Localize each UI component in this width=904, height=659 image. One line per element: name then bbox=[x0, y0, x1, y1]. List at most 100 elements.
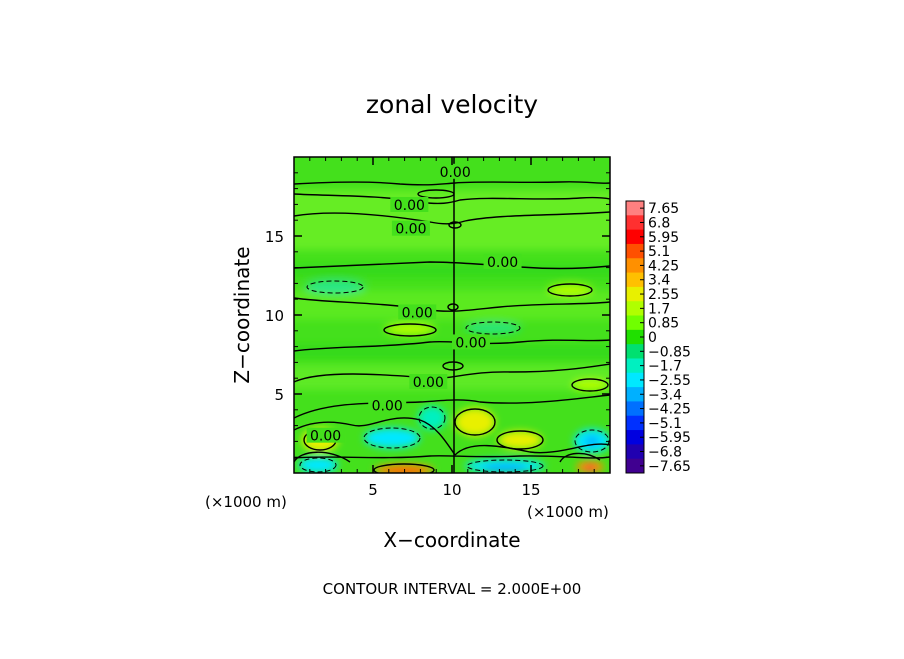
colorbar-label: −5.1 bbox=[648, 416, 682, 432]
colorbar-label: −1.7 bbox=[648, 359, 682, 375]
colorbar-label: −5.95 bbox=[648, 430, 691, 446]
negative-contour-6 bbox=[466, 459, 544, 473]
contour-line-7 bbox=[294, 363, 610, 383]
yellow-blob-right bbox=[498, 431, 542, 449]
contour-line-8 bbox=[294, 394, 610, 419]
y-axis-label: Z−coordinate bbox=[230, 246, 254, 383]
contour-label-bg bbox=[483, 253, 522, 269]
y-tick-labels: 5 10 15 bbox=[265, 228, 284, 404]
contour-line-12 bbox=[294, 451, 351, 463]
contour-line-10 bbox=[454, 443, 610, 456]
colorbar-label: −6.8 bbox=[648, 445, 682, 461]
contour-label: 0.00 bbox=[413, 375, 444, 391]
contour-label: 0.00 bbox=[440, 165, 471, 181]
chart-title: zonal velocity bbox=[366, 90, 538, 119]
contour-line-9 bbox=[294, 417, 456, 456]
contour-label-bg bbox=[306, 427, 345, 443]
contour-loop-10 bbox=[547, 283, 593, 297]
blue-blob-right bbox=[585, 436, 599, 446]
contour-label: 0.00 bbox=[402, 305, 433, 321]
colorbar-label: 7.65 bbox=[648, 201, 679, 217]
colorbar-label: −2.55 bbox=[648, 373, 691, 389]
colorbar-label: 4.25 bbox=[648, 258, 679, 274]
contour-label: 0.00 bbox=[310, 429, 341, 445]
major-ticks bbox=[294, 157, 610, 473]
x-tick-label: 10 bbox=[442, 481, 461, 499]
colorbar-label: 5.1 bbox=[648, 244, 670, 260]
contour-line-1 bbox=[294, 181, 610, 186]
colorbar-swatch bbox=[626, 229, 644, 245]
colorbar-label: 0 bbox=[648, 330, 657, 346]
colorbar-swatch bbox=[626, 387, 644, 402]
colorbar-swatch bbox=[626, 430, 644, 445]
x-unit-right: (×1000 m) bbox=[527, 503, 609, 521]
yellow-blob-upper-right bbox=[548, 284, 592, 296]
plot-area: 0.00 0.00 0.00 0.00 0.00 0.00 0.00 0.00 0.00 bbox=[294, 157, 610, 473]
colorbar-swatch bbox=[626, 243, 644, 259]
contour-label: 0.00 bbox=[394, 198, 425, 214]
contour-label: 0.00 bbox=[487, 255, 518, 271]
x-axis-label: X−coordinate bbox=[383, 528, 520, 552]
contour-loop-3 bbox=[447, 303, 459, 311]
contour-line-11 bbox=[294, 455, 610, 459]
contour-loop-6 bbox=[454, 408, 496, 436]
cyan-blob-center bbox=[465, 322, 521, 334]
contour-loop-2 bbox=[448, 221, 462, 229]
colorbar-swatch bbox=[626, 415, 644, 431]
negative-contour-2 bbox=[465, 321, 521, 335]
colorbar-swatch bbox=[626, 329, 644, 345]
contour-loop-4 bbox=[442, 361, 464, 371]
contour-label-bg bbox=[409, 373, 448, 389]
blue-blob-bottom-mid bbox=[483, 464, 527, 472]
colorbar-label: −3.4 bbox=[648, 387, 682, 403]
cyan-blob-bottom-left bbox=[298, 457, 338, 473]
contour-line-2 bbox=[294, 193, 610, 205]
contour-line-4 bbox=[294, 261, 610, 270]
x-unit-left: (×1000 m) bbox=[205, 493, 287, 511]
colorbar bbox=[625, 200, 645, 474]
contour-label-bg bbox=[398, 304, 437, 320]
colorbar-label: −7.65 bbox=[648, 459, 691, 475]
contour-line-5 bbox=[294, 297, 610, 312]
negative-contour-1 bbox=[306, 280, 364, 294]
contour-label-bg bbox=[390, 196, 429, 212]
x-tick-label: 5 bbox=[368, 481, 378, 499]
contour-label: 0.00 bbox=[372, 399, 403, 415]
contour-loop-5 bbox=[383, 323, 437, 337]
contour-label-bg bbox=[451, 334, 490, 350]
colorbar-swatch bbox=[626, 344, 644, 359]
y-tick-label: 15 bbox=[265, 228, 284, 246]
contour-label-bg bbox=[436, 163, 475, 179]
contour-loop-11 bbox=[571, 378, 609, 392]
cyan-blob-left bbox=[305, 280, 365, 294]
contour-line-3 bbox=[294, 211, 610, 225]
contour-line-13 bbox=[559, 452, 601, 463]
y-tick-label: 10 bbox=[265, 307, 284, 325]
contour-loop-7 bbox=[496, 430, 544, 450]
cyan-blob-low-mid bbox=[418, 406, 446, 430]
colorbar-swatch bbox=[626, 444, 644, 460]
colorbar-swatch bbox=[626, 286, 644, 302]
colorbar-swatch bbox=[626, 301, 644, 317]
colorbar-label: 0.85 bbox=[648, 316, 679, 332]
contour-label-bg bbox=[368, 397, 407, 413]
colorbar-swatch bbox=[626, 201, 644, 216]
yellow-blob-upper bbox=[385, 323, 435, 335]
colorbar-swatch bbox=[626, 315, 644, 331]
colorbar-label: 2.55 bbox=[648, 287, 679, 303]
x-tick-label: 15 bbox=[521, 481, 540, 499]
colorbar-swatch bbox=[626, 272, 644, 288]
x-tick-labels: 5 10 15 bbox=[368, 481, 540, 499]
y-tick-label: 5 bbox=[274, 386, 284, 404]
colorbar-swatch bbox=[626, 372, 644, 388]
colorbar-labels: 7.656.85.955.14.253.42.551.70.850−0.85−1… bbox=[648, 201, 691, 475]
colorbar-label: −0.85 bbox=[648, 344, 691, 360]
contour-label-bg bbox=[391, 220, 430, 236]
colorbar-swatch bbox=[626, 458, 644, 474]
colorbar-swatch bbox=[626, 401, 644, 417]
yellow-blob-center bbox=[455, 408, 495, 436]
band-dark-2 bbox=[294, 345, 610, 359]
negative-contour-4 bbox=[418, 406, 446, 430]
